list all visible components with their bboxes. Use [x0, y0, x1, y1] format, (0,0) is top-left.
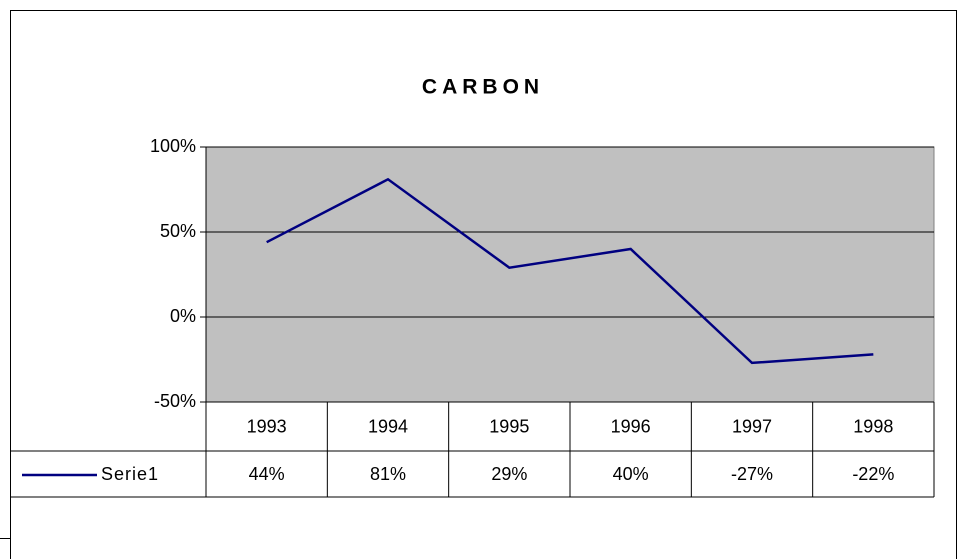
y-tick-label: -50% [154, 391, 196, 411]
y-tick-label: 100% [150, 136, 196, 156]
x-tick-label: 1993 [247, 416, 287, 436]
data-table-value: -27% [731, 464, 773, 484]
data-table-value: 81% [370, 464, 406, 484]
y-tick-label: 50% [160, 221, 196, 241]
series-line [266, 177, 874, 365]
x-tick-label: 1996 [611, 416, 651, 436]
x-tick-label: 1998 [853, 416, 893, 436]
y-tick-label: 0% [170, 306, 196, 326]
x-tick-label: 1997 [732, 416, 772, 436]
data-table-value: 29% [491, 464, 527, 484]
plot-area [205, 146, 935, 403]
chart-title: CARBON [422, 76, 544, 99]
x-tick-label: 1994 [368, 416, 408, 436]
data-table-value: 40% [613, 464, 649, 484]
chart-frame [10, 10, 957, 559]
x-tick-label: 1995 [489, 416, 529, 436]
data-table-value: -22% [852, 464, 894, 484]
legend-label: Serie1 [101, 464, 159, 484]
data-table-grid [10, 401, 935, 498]
data-table-value: 44% [249, 464, 285, 484]
